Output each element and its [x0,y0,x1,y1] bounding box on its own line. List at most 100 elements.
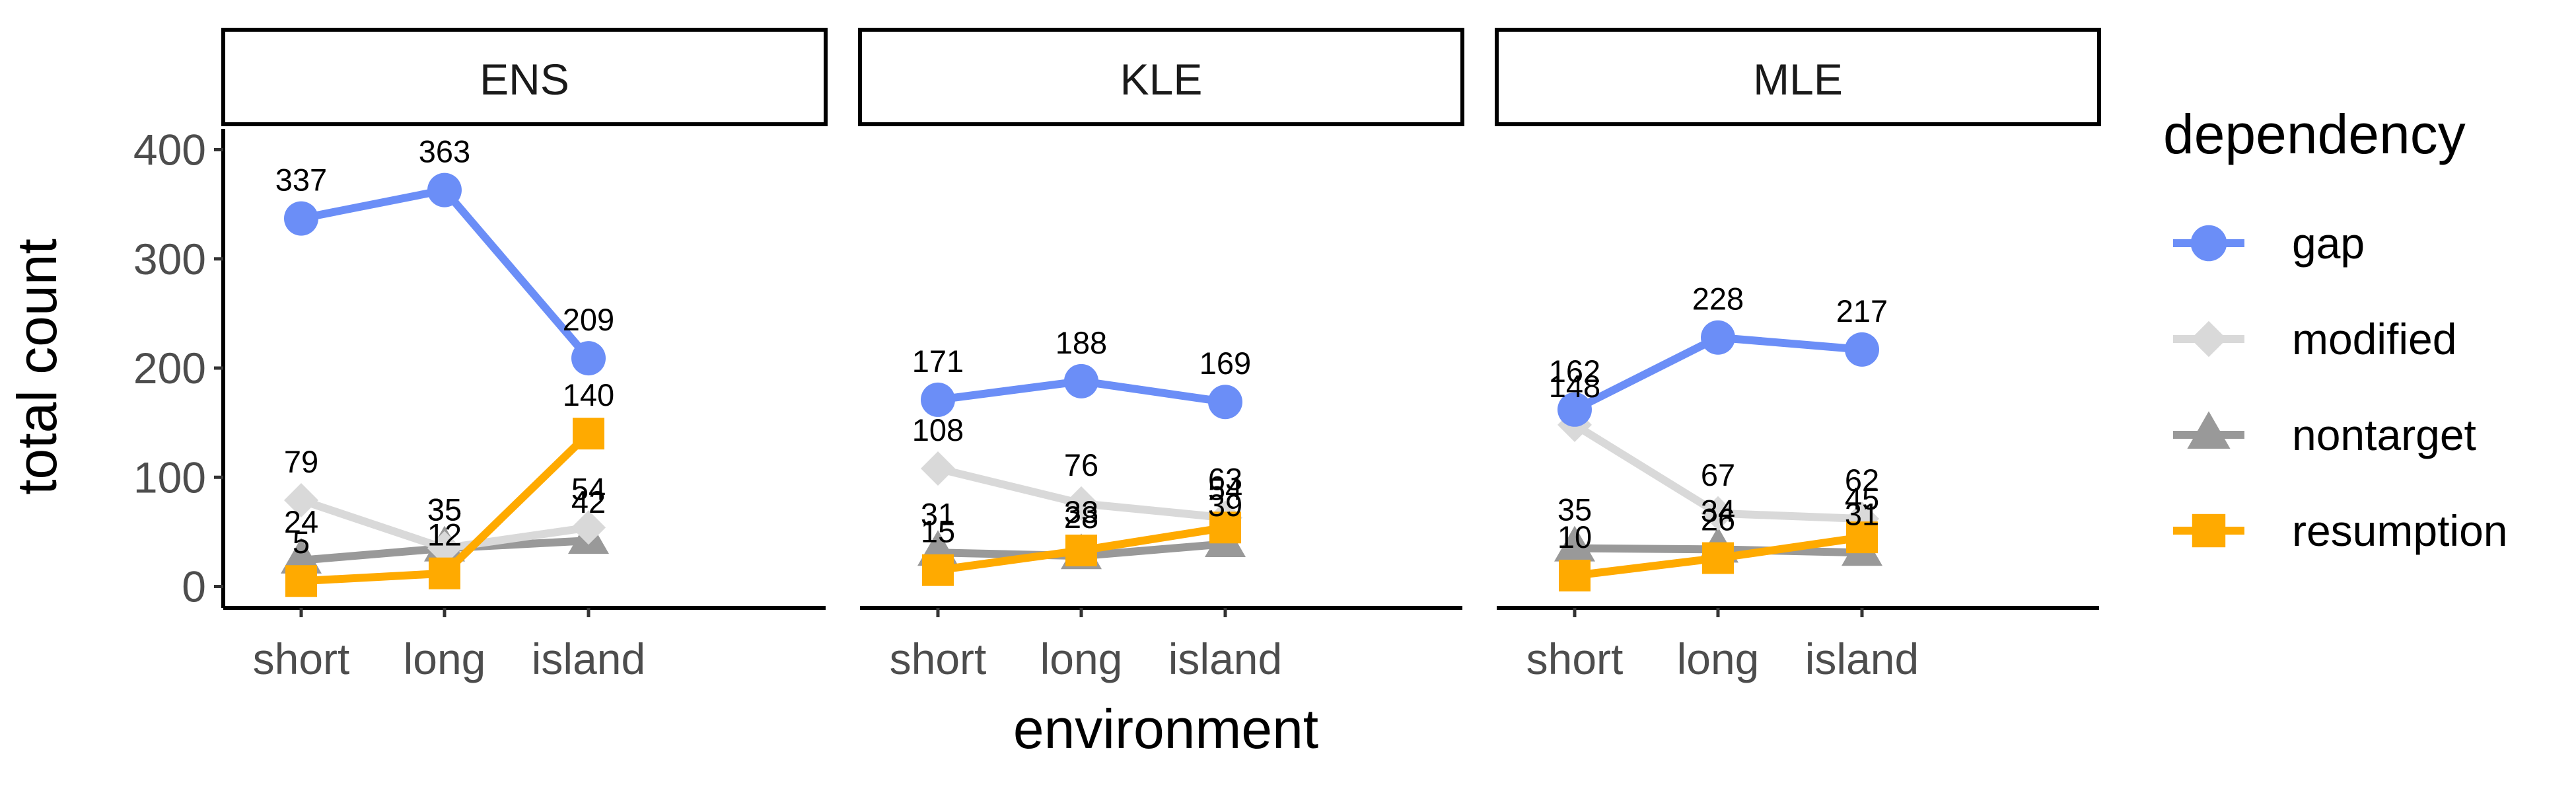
data-label: 148 [1549,369,1600,404]
data-label: 35 [427,492,462,527]
data-point [1064,486,1098,521]
facet-strip-label: MLE [1753,55,1843,104]
data-label: 39 [1208,488,1242,523]
data-point [1557,392,1592,427]
series-gap [284,172,606,376]
panel-mle: MLE short long island 35 34 31 148 67 62 10 26 45 162… [1495,28,2101,683]
panels-layer: ENS 0 100 200 300 400 short long island 24 35 42 79 3… [133,28,2101,683]
x-tick-label: island [1168,634,1282,683]
legend-key-marker [2187,411,2231,449]
data-label: 217 [1836,293,1888,328]
legend-label: gap [2292,219,2365,268]
facet-strip [221,28,828,126]
data-label: 31 [1845,496,1879,531]
data-label: 67 [1701,457,1735,492]
data-label: 79 [284,444,318,479]
x-tick-label: short [890,634,987,683]
data-point [427,172,462,208]
data-point [571,341,606,376]
series-line [300,186,592,361]
data-point [1701,496,1735,531]
data-label: 169 [1199,346,1251,381]
data-label: 54 [1208,471,1242,506]
data-label: 35 [1557,492,1592,527]
data-point [1208,385,1242,420]
data-label: 28 [1064,500,1098,535]
facet-strip [858,28,1464,126]
y-axis-title: total count [6,239,68,495]
data-label: 140 [563,377,614,412]
data-point [1554,525,1595,562]
legend-key-marker [2192,513,2226,548]
legend-item-modified: modified [2173,315,2456,363]
data-label: 12 [427,517,462,552]
panel-kle: KLE short long island 31 28 39 108 76 63 15 33 54 171… [858,28,1464,683]
data-label: 34 [1701,493,1735,528]
data-label: 171 [912,344,964,379]
data-point [1846,521,1878,554]
data-point [429,557,460,589]
legend-label: modified [2292,315,2456,363]
data-label: 15 [921,514,955,549]
data-label: 363 [419,134,470,169]
data-point [921,451,955,486]
y-tick-label: 300 [133,235,206,283]
data-point [427,531,462,566]
x-tick-label: long [1040,634,1123,683]
data-point [1702,542,1734,574]
data-label: 337 [275,163,327,198]
legend-key-marker [2190,225,2227,262]
facet-strip-label: ENS [480,55,569,104]
data-point [1845,332,1879,367]
x-tick-label: long [404,634,486,683]
series-modified [284,482,606,566]
series-resumption [1559,521,1878,591]
x-tick-label: island [532,634,645,683]
series-gap [921,363,1242,420]
data-label: 45 [1845,481,1879,516]
data-label: 10 [1557,519,1592,554]
data-label: 108 [912,412,964,447]
x-tick-label: island [1805,634,1919,683]
data-label: 35 [427,492,462,527]
data-point [1559,559,1591,591]
data-label: 42 [571,484,606,519]
data-label: 54 [571,471,606,506]
data-point [1209,511,1241,544]
legend-item-gap: gap [2173,219,2365,268]
data-point [285,565,317,597]
data-label: 209 [563,302,614,337]
data-point [1065,534,1097,566]
series-resumption [922,511,1241,586]
legend-label: resumption [2292,506,2508,555]
panel-ens: ENS 0 100 200 300 400 short long island 24 35 42 79 3… [133,28,828,683]
data-point [1701,320,1735,355]
data-point [284,201,318,236]
data-label: 162 [1549,354,1600,389]
x-axis-title: environment [1013,698,1318,760]
x-tick-label: long [1677,634,1760,683]
legend-item-nontarget: nontarget [2173,410,2476,459]
data-point [1064,363,1098,398]
facet-strip-label: KLE [1120,55,1203,104]
data-point [281,537,322,574]
legend-title: dependency [2163,103,2466,165]
y-tick-label: 200 [133,344,206,393]
y-tick-label: 0 [182,562,206,611]
data-label: 24 [284,504,318,539]
x-tick-label: short [253,634,350,683]
data-point [922,554,954,586]
data-label: 63 [1208,461,1242,496]
data-label: 228 [1692,282,1744,317]
data-label: 33 [1064,494,1098,529]
legend-key-marker [2190,321,2227,358]
facet-strip [1495,28,2101,126]
y-tick-label: 100 [133,453,206,502]
legend-label: nontarget [2292,410,2476,459]
legend: dependency gap modified nontarget resumptio… [2163,103,2508,555]
data-label: 76 [1064,447,1098,482]
series-gap [1557,320,1879,427]
data-point [573,418,604,450]
data-point [921,382,955,417]
